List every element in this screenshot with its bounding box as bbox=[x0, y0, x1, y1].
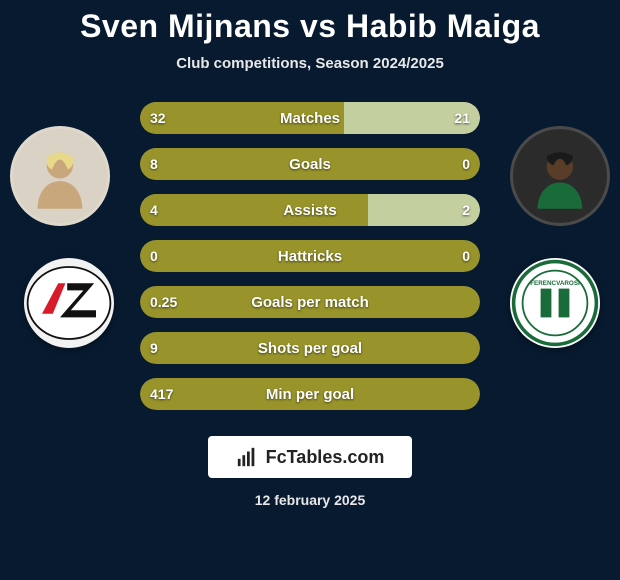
stat-row: 417Min per goal bbox=[140, 378, 480, 410]
stat-label: Matches bbox=[140, 102, 480, 134]
chart-icon bbox=[236, 446, 258, 468]
footer-date: 12 february 2025 bbox=[255, 492, 366, 508]
footer-brand[interactable]: FcTables.com bbox=[208, 436, 413, 478]
stat-label: Goals per match bbox=[140, 286, 480, 318]
stats-area: 3221Matches 80Goals 42Assists 00Hattricks 0.… bbox=[0, 102, 620, 424]
stat-row: 00Hattricks bbox=[140, 240, 480, 272]
stat-label: Hattricks bbox=[140, 240, 480, 272]
page-subtitle: Club competitions, Season 2024/2025 bbox=[176, 55, 444, 72]
stat-row: 0.25Goals per match bbox=[140, 286, 480, 318]
stat-label: Assists bbox=[140, 194, 480, 226]
stat-label: Goals bbox=[140, 148, 480, 180]
brand-text: FcTables.com bbox=[266, 447, 385, 468]
stat-label: Min per goal bbox=[140, 378, 480, 410]
stat-label: Shots per goal bbox=[140, 332, 480, 364]
stat-row: 3221Matches bbox=[140, 102, 480, 134]
stat-row: 80Goals bbox=[140, 148, 480, 180]
stat-row: 42Assists bbox=[140, 194, 480, 226]
page-title: Sven Mijnans vs Habib Maiga bbox=[80, 8, 540, 45]
stat-row: 9Shots per goal bbox=[140, 332, 480, 364]
content: Sven Mijnans vs Habib Maiga Club competi… bbox=[0, 0, 620, 580]
